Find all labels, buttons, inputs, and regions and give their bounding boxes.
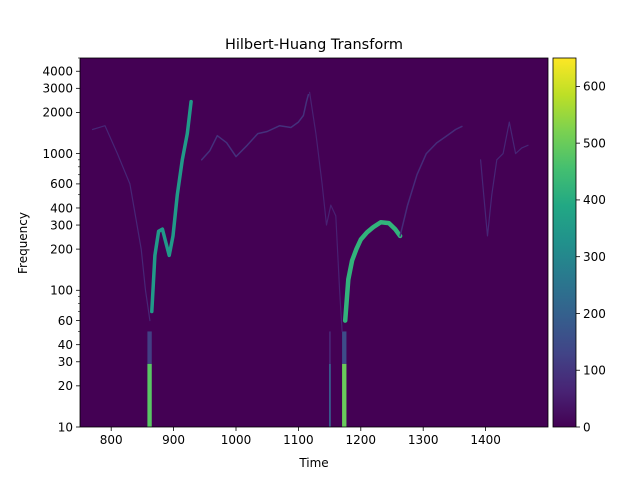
colorbar-tick-label: 500 bbox=[583, 136, 606, 150]
y-tick-label: 10 bbox=[58, 420, 73, 434]
ridge-a bbox=[91, 125, 151, 322]
x-tick-label: 800 bbox=[100, 433, 123, 447]
x-tick-label: 1300 bbox=[408, 433, 439, 447]
y-tick-label: 1000 bbox=[42, 147, 73, 161]
y-tick-label: 400 bbox=[50, 201, 73, 215]
y-axis-label: Frequency bbox=[16, 212, 30, 274]
ridge-c bbox=[200, 93, 310, 161]
colorbar bbox=[552, 57, 577, 428]
x-tick-label: 1200 bbox=[346, 433, 377, 447]
y-tick-label: 600 bbox=[50, 177, 73, 191]
ridge-e bbox=[342, 219, 403, 323]
energy-band-0 bbox=[147, 363, 152, 427]
x-axis: 800 900 1000 1100 1200 1300 1400 bbox=[100, 427, 501, 447]
y-tick-label: 200 bbox=[50, 242, 73, 256]
x-tick-label: 1000 bbox=[221, 433, 252, 447]
energy-band-2 bbox=[328, 363, 331, 427]
colorbar-tick-label: 100 bbox=[583, 364, 606, 378]
colorbar-tick-label: 200 bbox=[583, 307, 606, 321]
ridge-b bbox=[150, 99, 193, 314]
ridge-f bbox=[399, 125, 463, 237]
y-tick-label: 300 bbox=[50, 218, 73, 232]
energy-band-4 bbox=[342, 363, 347, 427]
heatmap-marks bbox=[91, 91, 529, 427]
y-tick-label: 40 bbox=[58, 338, 73, 352]
chart-title: Hilbert-Huang Transform bbox=[225, 37, 403, 53]
energy-band-5 bbox=[342, 331, 347, 364]
y-tick-label: 3000 bbox=[42, 82, 73, 96]
y-tick-label: 20 bbox=[58, 379, 73, 393]
x-tick-label: 1100 bbox=[283, 433, 314, 447]
ridge-d bbox=[309, 91, 343, 332]
y-tick-label: 30 bbox=[58, 355, 73, 369]
x-axis-label: Time bbox=[298, 456, 328, 470]
y-tick-label: 100 bbox=[50, 284, 73, 298]
colorbar-tick-label: 0 bbox=[583, 420, 591, 434]
energy-band-1 bbox=[147, 331, 152, 364]
ridge-g bbox=[480, 121, 529, 237]
y-axis: 10 20 30 40 60 100 200 300 400 600 1000 2000 3000 400… bbox=[42, 57, 80, 434]
colorbar-tick-label: 300 bbox=[583, 250, 606, 264]
x-tick-label: 900 bbox=[162, 433, 185, 447]
colorbar-tick-label: 400 bbox=[583, 193, 606, 207]
plot-frame bbox=[79, 57, 549, 428]
colorbar-axis: 0 100 200 300 400 500 600 bbox=[576, 80, 606, 434]
x-tick-label: 1400 bbox=[470, 433, 501, 447]
y-tick-label: 2000 bbox=[42, 106, 73, 120]
y-tick-label: 4000 bbox=[42, 65, 73, 79]
y-tick-label: 60 bbox=[58, 314, 73, 328]
colorbar-tick-label: 600 bbox=[583, 80, 606, 94]
energy-band-3 bbox=[328, 331, 331, 364]
